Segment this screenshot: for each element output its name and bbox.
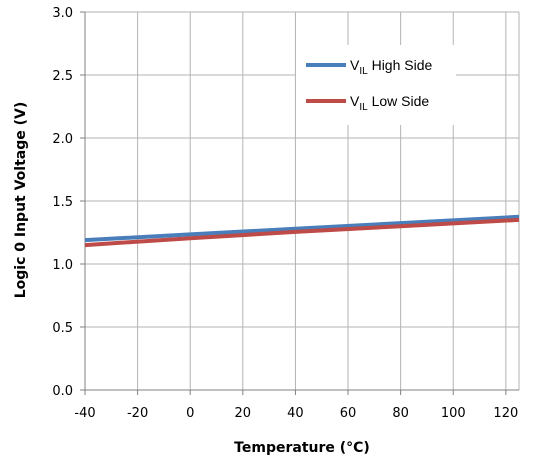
y-tick-label: 1.5 [52,195,73,210]
legend-label: VIL High Side [350,57,432,77]
x-tick-label: 0 [186,406,194,421]
x-tick-label: -20 [127,406,148,421]
x-axis-title: Temperature (°C) [234,440,370,456]
y-tick-label: 0.5 [52,321,73,336]
axes [80,11,519,395]
legend: VIL High Side VIL Low Side [296,45,456,125]
x-tick-label: 120 [493,406,518,421]
tick-labels: -40 -20 0 20 40 60 80 100 120 0.0 0.5 1.0 1.5 2.0 2.5 3… [52,6,518,421]
x-tick-label: 80 [392,406,409,421]
y-tick-label: 3.0 [52,6,73,21]
y-tick-label: 0.0 [52,384,73,399]
series-lines [84,214,520,248]
y-tick-label: 1.0 [52,258,73,273]
y-tick-label: 2.0 [52,132,73,147]
legend-label: VIL Low Side [350,93,429,113]
y-tick-label: 2.5 [52,69,73,84]
x-tick-label: -40 [74,406,95,421]
x-tick-label: 60 [340,406,357,421]
series-line-low-side [84,217,520,248]
y-axis-title: Logic 0 Input Voltage (V) [13,102,29,299]
series-line-high-side [84,214,520,243]
x-tick-label: 100 [441,406,466,421]
x-tick-label: 40 [287,406,304,421]
x-tick-label: 20 [235,406,252,421]
legend-background [296,45,456,125]
